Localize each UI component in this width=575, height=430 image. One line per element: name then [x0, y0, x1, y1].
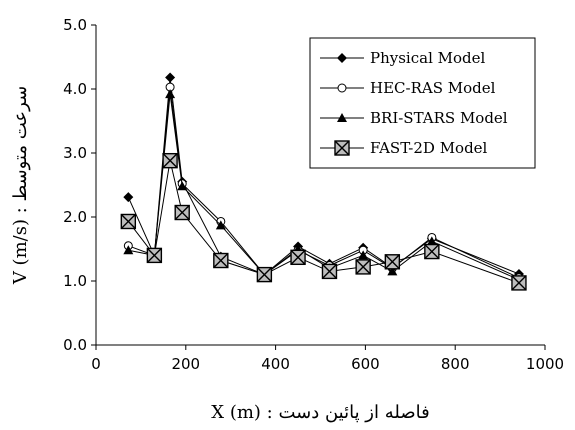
legend-item: BRI-STARS Model [320, 109, 508, 127]
legend-marker [337, 83, 347, 93]
data-point [120, 213, 137, 230]
y-axis-title: V (m/s) : سرعت متوسط [10, 86, 31, 285]
x-tick-label: 400 [261, 355, 290, 373]
legend-item: FAST-2D Model [320, 139, 488, 157]
data-point [146, 247, 163, 264]
x-tick-label: 600 [351, 355, 380, 373]
data-point [387, 266, 398, 276]
x-axis: 0 200 400 600 800 1000 [91, 345, 564, 373]
y-tick-label: 0.0 [63, 336, 87, 354]
data-point [215, 220, 226, 230]
legend-label: HEC-RAS Model [370, 79, 496, 97]
series-fast-2d-model [120, 152, 527, 291]
data-point [165, 72, 176, 83]
data-point [321, 263, 338, 280]
x-axis-title: X (m) : فاصله از پائین دست [211, 402, 429, 423]
data-point [256, 266, 273, 283]
data-point [177, 181, 188, 191]
plot-area [95, 25, 545, 346]
data-point [165, 89, 176, 99]
legend-marker [337, 53, 347, 63]
legend: Physical Model HEC-RAS Model BRI-STARS Mod… [309, 37, 536, 169]
data-point [123, 245, 134, 255]
y-tick-label: 1.0 [63, 272, 87, 290]
x-tick-label: 1000 [526, 355, 564, 373]
legend-label: BRI-STARS Model [370, 109, 508, 127]
y-axis: 0.0 1.0 2.0 3.0 4.0 5.0 [63, 16, 96, 354]
x-tick-label: 200 [171, 355, 200, 373]
data-point [213, 252, 229, 269]
y-tick-label: 4.0 [63, 80, 87, 98]
series-layer [120, 72, 527, 291]
y-tick-label: 3.0 [63, 144, 87, 162]
y-tick-label: 2.0 [63, 208, 87, 226]
legend-item: Physical Model [320, 49, 486, 67]
data-point [123, 192, 134, 203]
y-tick-label: 5.0 [63, 16, 87, 34]
data-point [384, 254, 401, 270]
data-point [162, 152, 178, 169]
data-point [511, 275, 527, 291]
data-point [426, 236, 437, 246]
legend-marker [334, 140, 350, 156]
x-tick-label: 800 [441, 355, 470, 373]
data-point [355, 259, 371, 275]
data-point [424, 243, 440, 260]
x-tick-label: 0 [91, 355, 101, 373]
data-point [174, 204, 190, 221]
data-point [358, 250, 369, 260]
legend-item: HEC-RAS Model [320, 79, 496, 97]
legend-marker [337, 113, 347, 122]
legend-label: FAST-2D Model [370, 139, 488, 157]
legend-label: Physical Model [370, 49, 486, 67]
data-point [290, 249, 306, 266]
